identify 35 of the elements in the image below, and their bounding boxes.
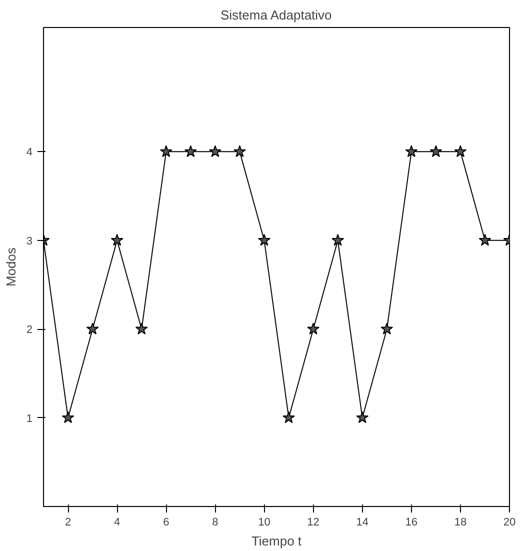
x-tick-label: 12: [307, 516, 320, 528]
x-tick-label: 4: [114, 516, 120, 528]
y-tick-label: 1: [26, 412, 33, 425]
chart-title: Sistema Adaptativo: [220, 8, 332, 22]
point: [356, 411, 369, 424]
x-tick-label: 2: [64, 516, 72, 528]
y-tick-label: 3: [26, 235, 33, 248]
point: [62, 411, 74, 424]
x-tick-label: 6: [163, 516, 170, 528]
point: [478, 234, 492, 246]
point: [208, 145, 222, 158]
x-tick-label: 10: [258, 516, 270, 528]
point: [234, 145, 246, 158]
point: [258, 234, 270, 246]
point: [86, 322, 99, 334]
x-tick-label: 18: [454, 516, 467, 528]
y-axis-title: Modos: [3, 246, 18, 287]
point: [332, 234, 344, 246]
point: [184, 145, 197, 158]
x-axis-title: Tiempo t: [251, 534, 302, 548]
point: [160, 145, 172, 158]
point: [454, 145, 467, 158]
point: [282, 411, 295, 424]
point: [135, 322, 148, 334]
y-tick-label: 2: [26, 324, 33, 336]
point: [307, 322, 320, 334]
x-tick-label: 8: [212, 516, 218, 528]
x-tick-label: 14: [356, 516, 368, 528]
point: [430, 145, 442, 158]
x-tick-label: 20: [503, 516, 516, 528]
point: [380, 322, 394, 334]
point: [405, 145, 418, 158]
point: [110, 234, 124, 246]
x-tick-label: 16: [405, 516, 418, 528]
y-tick-label: 4: [26, 146, 33, 159]
